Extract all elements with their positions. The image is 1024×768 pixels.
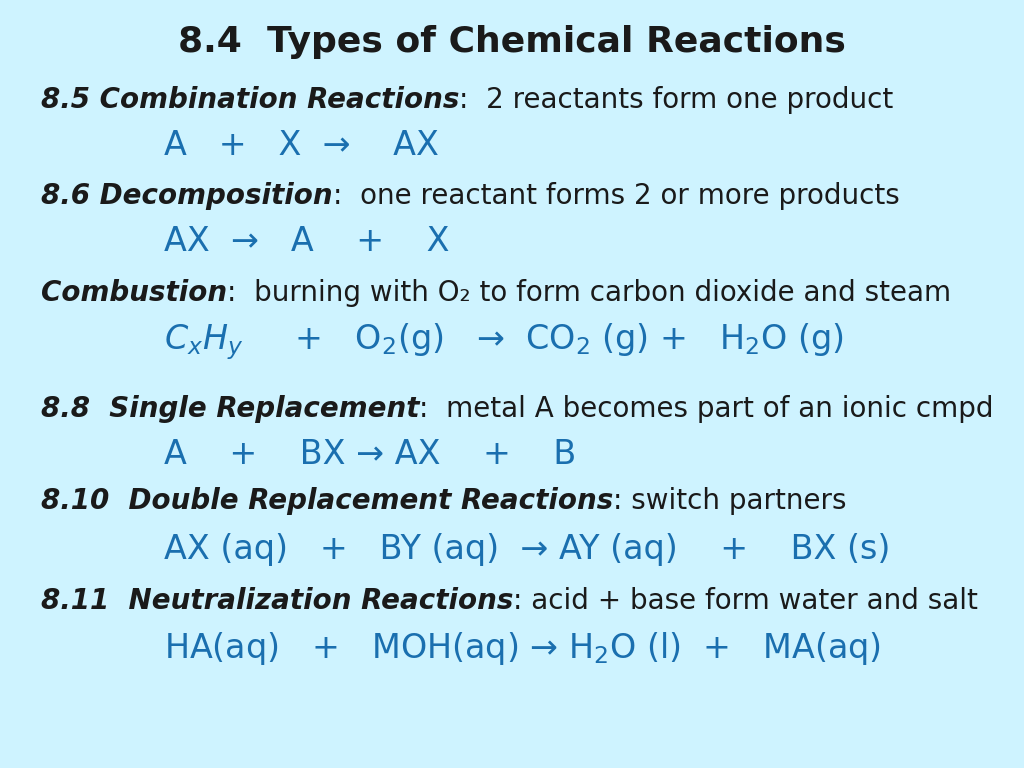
Text: :  one reactant forms 2 or more products: : one reactant forms 2 or more products (333, 182, 899, 210)
Text: AX  →   A    +    X: AX → A + X (164, 226, 450, 258)
Text: 8.4  Types of Chemical Reactions: 8.4 Types of Chemical Reactions (178, 25, 846, 59)
Text: $C_xH_y$     +   O$_2$(g)   →  CO$_2$ (g) +   H$_2$O (g): $C_xH_y$ + O$_2$(g) → CO$_2$ (g) + H$_2$… (164, 321, 844, 362)
Text: A   +   X  →    AX: A + X → AX (164, 130, 438, 162)
Text: 8.6 Decomposition: 8.6 Decomposition (41, 182, 333, 210)
Text: 8.11  Neutralization Reactions: 8.11 Neutralization Reactions (41, 587, 513, 614)
Text: HA(aq)   +   MOH(aq) → H$_2$O (l)  +   MA(aq): HA(aq) + MOH(aq) → H$_2$O (l) + MA(aq) (164, 631, 881, 667)
Text: 8.8  Single Replacement: 8.8 Single Replacement (41, 395, 420, 422)
Text: 8.10  Double Replacement Reactions: 8.10 Double Replacement Reactions (41, 487, 613, 515)
Text: :  burning with O₂ to form carbon dioxide and steam: : burning with O₂ to form carbon dioxide… (227, 280, 951, 307)
Text: :  2 reactants form one product: : 2 reactants form one product (460, 86, 894, 114)
Text: AX (aq)   +   BY (aq)  → AY (aq)    +    BX (s): AX (aq) + BY (aq) → AY (aq) + BX (s) (164, 533, 890, 565)
Text: :  metal A becomes part of an ionic cmpd: : metal A becomes part of an ionic cmpd (420, 395, 994, 422)
Text: A    +    BX → AX    +    B: A + BX → AX + B (164, 439, 577, 471)
Text: Combustion: Combustion (41, 280, 227, 307)
Text: : acid + base form water and salt: : acid + base form water and salt (513, 587, 978, 614)
Text: : switch partners: : switch partners (613, 487, 847, 515)
Text: 8.5 Combination Reactions: 8.5 Combination Reactions (41, 86, 460, 114)
